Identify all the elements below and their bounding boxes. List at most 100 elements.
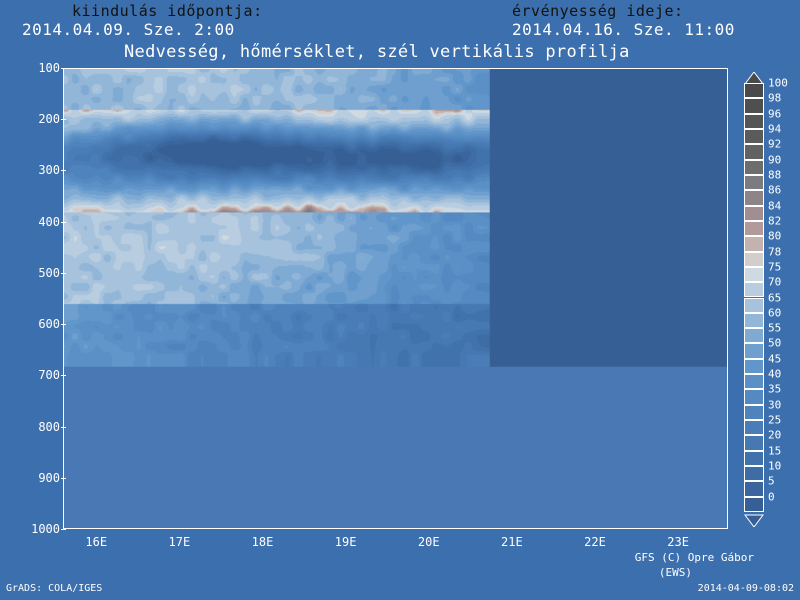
colorbar-label-80: 80 xyxy=(768,229,782,243)
colorbar-label-35: 35 xyxy=(768,382,782,396)
colorbar-label-50: 50 xyxy=(768,336,782,350)
longitude-tick-22E: 22E xyxy=(584,535,606,549)
colorbar-cell[interactable] xyxy=(744,312,764,329)
pressure-tick-mark xyxy=(61,529,66,530)
longitude-tick-17E: 17E xyxy=(168,535,191,549)
colorbar-label-75: 75 xyxy=(768,260,782,274)
pressure-tick-600: 600 xyxy=(38,317,60,332)
pressure-tick-mark xyxy=(61,375,66,377)
pressure-tick-800: 800 xyxy=(38,419,60,434)
colorbar-cell[interactable] xyxy=(744,266,764,283)
pressure-tick-500: 500 xyxy=(38,265,60,280)
longitude-tick-23E: 23E xyxy=(667,535,689,549)
colorbar-top-arrow xyxy=(744,70,764,85)
pressure-tick-400: 400 xyxy=(38,214,60,229)
pressure-tick-mark xyxy=(61,477,66,479)
pressure-tick-mark xyxy=(61,426,66,428)
colorbar-label-96: 96 xyxy=(768,107,782,121)
colorbar-label-15: 15 xyxy=(768,444,782,458)
colorbar-cell[interactable] xyxy=(744,159,764,175)
colorbar-label-78: 78 xyxy=(768,245,782,259)
colorbar-cell[interactable] xyxy=(744,420,764,436)
longitude-tick-18E: 18E xyxy=(251,535,274,549)
colorbar-label-88: 88 xyxy=(768,168,782,182)
pressure-tick-900: 900 xyxy=(38,470,60,485)
generation-stamp: 2014-04-09-08:02 xyxy=(697,583,794,594)
colorbar-bottom-arrow xyxy=(744,512,764,528)
pressure-tick-200: 200 xyxy=(38,112,60,127)
page-title: Nedvesség, hőmérséklet, szél vertikális … xyxy=(124,42,630,62)
colorbar-label-20: 20 xyxy=(768,428,782,442)
pressure-tick-mark xyxy=(61,324,66,326)
grads-credit: GrADS: COLA/IGES xyxy=(6,583,103,594)
pressure-tick-1000: 1000 xyxy=(31,522,60,536)
colorbar-label-10: 10 xyxy=(768,459,782,473)
colorbar-label-98: 98 xyxy=(768,91,782,105)
colorbar-label-70: 70 xyxy=(768,275,782,289)
colorbar-cell[interactable] xyxy=(744,496,764,512)
colorbar-label-90: 90 xyxy=(768,153,782,167)
colorbar-cell[interactable] xyxy=(744,236,764,252)
colorbar-cell[interactable] xyxy=(744,358,764,375)
longitude-tick-20E: 20E xyxy=(417,535,440,549)
colorbar-cell[interactable] xyxy=(744,251,764,267)
colorbar-label-40: 40 xyxy=(768,367,782,381)
colorbar-label-30: 30 xyxy=(768,398,782,412)
colorbar-label-0: 0 xyxy=(768,490,775,504)
colorbar-cell[interactable] xyxy=(744,328,764,344)
pressure-tick-mark xyxy=(61,170,66,172)
colorbar-label-5: 5 xyxy=(768,474,775,488)
pressure-tick-300: 300 xyxy=(38,163,60,178)
colorbar-label-45: 45 xyxy=(768,352,782,366)
colorbar-label-84: 84 xyxy=(768,199,782,213)
pressure-tick-mark xyxy=(61,221,66,223)
longitude-axis: 16E 17E 18E 19E 20E 21E 22E 23E xyxy=(63,533,728,553)
colorbar-cell[interactable] xyxy=(744,374,764,390)
pressure-tick-700: 700 xyxy=(38,368,60,383)
pressure-tick-mark xyxy=(61,68,66,69)
colorbar-label-60: 60 xyxy=(768,306,782,320)
colorbar-label-55: 55 xyxy=(768,321,782,335)
colorbar-cell[interactable] xyxy=(744,83,764,99)
colorbar-cell[interactable] xyxy=(744,205,764,221)
colorbar-cell[interactable] xyxy=(744,389,764,405)
colorbar-cell[interactable] xyxy=(744,450,764,467)
colorbar-cell[interactable] xyxy=(744,174,764,191)
colorbar-label-65: 65 xyxy=(768,291,782,304)
humidity-colorbar[interactable]: 100 98 96 94 92 90 88 86 84 82 80 78 75 70 65 60 55 50 45 4… xyxy=(744,70,788,528)
pressure-tick-100: 100 xyxy=(38,61,60,75)
pressure-axis: 100 200 300 400 500 600 700 800 900 1000 xyxy=(12,61,66,536)
valid-time-label: érvényesség ideje: xyxy=(512,2,684,20)
longitude-tick-21E: 21E xyxy=(501,535,523,549)
model-credit-line1: GFS (C) Opre Gábor xyxy=(634,551,754,564)
init-time-label: kiindulás időpontja: xyxy=(72,2,263,20)
colorbar-label-100: 100 xyxy=(768,76,788,90)
colorbar-cell[interactable] xyxy=(744,113,764,129)
colorbar-cell[interactable] xyxy=(744,481,764,497)
pressure-tick-mark xyxy=(61,272,66,274)
colorbar-label-92: 92 xyxy=(768,137,782,151)
valid-time-value: 2014.04.16. Sze. 11:00 xyxy=(512,20,735,39)
colorbar-label-86: 86 xyxy=(768,183,782,197)
colorbar-cell[interactable] xyxy=(744,98,764,114)
colorbar-cell[interactable] xyxy=(744,282,764,298)
colorbar-cell[interactable] xyxy=(744,343,764,359)
colorbar-cell[interactable] xyxy=(744,144,764,160)
model-credit-line2: (EWS) xyxy=(658,566,692,579)
colorbar-cell[interactable] xyxy=(744,435,764,451)
longitude-tick-16E: 16E xyxy=(85,535,108,549)
colorbar-cell[interactable] xyxy=(744,220,764,237)
colorbar-cell[interactable] xyxy=(744,466,764,482)
colorbar-cell[interactable] xyxy=(744,190,764,206)
longitude-tick-19E: 19E xyxy=(334,535,357,549)
colorbar-cell[interactable] xyxy=(744,404,764,421)
vertical-profile-canvas xyxy=(64,69,727,528)
cross-section-plot[interactable] xyxy=(63,68,728,529)
colorbar-label-82: 82 xyxy=(768,214,782,228)
init-time-value: 2014.04.09. Sze. 2:00 xyxy=(22,20,235,39)
colorbar-cell[interactable] xyxy=(744,128,764,145)
colorbar-label-94: 94 xyxy=(768,122,782,136)
colorbar-label-25: 25 xyxy=(768,413,782,427)
pressure-tick-mark xyxy=(61,119,66,121)
colorbar-cell[interactable] xyxy=(744,297,764,313)
